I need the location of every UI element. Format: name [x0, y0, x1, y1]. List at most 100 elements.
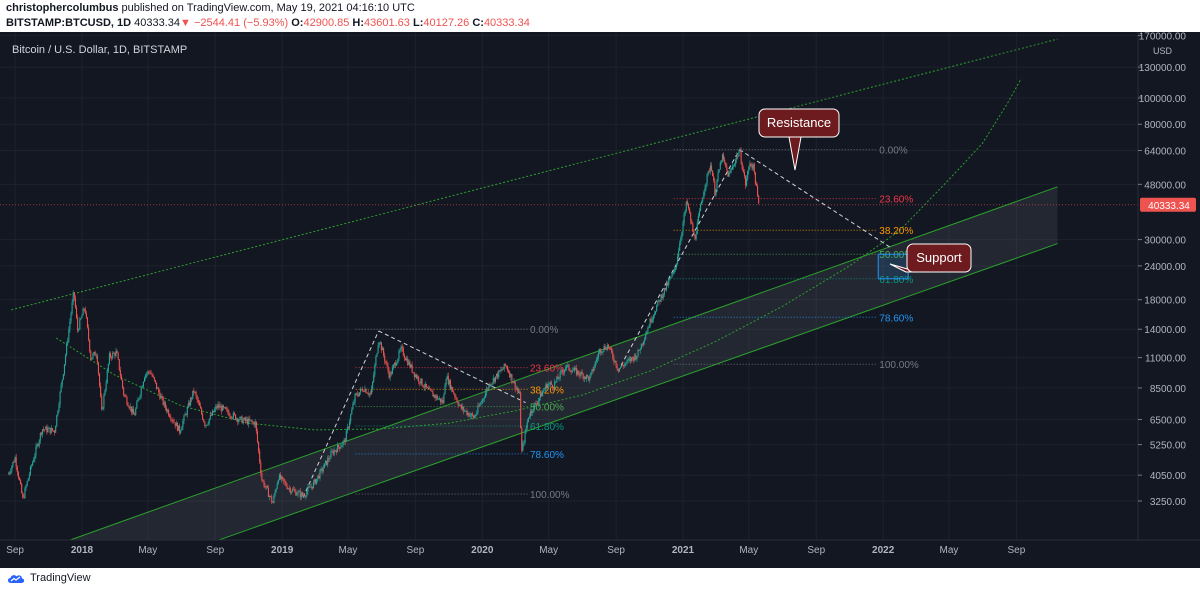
close-value: 40333.34: [483, 17, 530, 29]
candle-body: [355, 393, 357, 395]
candle-body: [649, 318, 651, 327]
candle-body: [594, 361, 596, 367]
candle-body: [253, 422, 255, 426]
candle-body: [646, 331, 648, 335]
candle-body: [73, 292, 75, 298]
chart-area[interactable]: 0.00% 23.60% 38.20% 50.00% 61.80% 78.60% 100.0…: [0, 32, 1200, 594]
candle-body: [592, 369, 594, 371]
open-label: O:: [291, 17, 304, 29]
candle-body: [523, 442, 525, 444]
fib-level-label: 100.00%: [879, 360, 919, 371]
price-axis: 170000.00 130000.00 100000.00 80000.00 64000…: [1137, 32, 1200, 568]
candle-body: [707, 170, 709, 174]
candle-body: [41, 429, 44, 435]
candle-body: [334, 450, 336, 452]
candle-body: [285, 482, 287, 486]
candle-body: [571, 370, 573, 373]
candle-body: [490, 384, 492, 387]
chart-canvas[interactable]: 0.00% 23.60% 38.20% 50.00% 61.80% 78.60% 100.0…: [0, 32, 1200, 594]
candle-body: [426, 387, 429, 389]
tradingview-logo-text: TradingView: [30, 572, 91, 584]
candle-body: [192, 390, 194, 399]
candle-body: [625, 362, 627, 364]
candle-body: [444, 384, 446, 395]
candle-body: [443, 394, 445, 404]
candle-body: [754, 172, 756, 185]
candle-body: [316, 478, 318, 484]
candle-body: [128, 406, 130, 409]
candle-body: [174, 422, 176, 427]
candle-body: [344, 439, 346, 442]
candle-body: [260, 462, 262, 474]
channel-band: [11, 186, 1058, 594]
candle-body: [516, 388, 518, 391]
candle-body: [721, 154, 724, 162]
candle-body: [486, 388, 488, 393]
candle-body: [470, 413, 472, 416]
candle-body: [48, 427, 50, 429]
candle-body: [130, 406, 132, 413]
candle-body: [659, 300, 661, 302]
candle-body: [259, 450, 261, 463]
candle-body: [489, 384, 491, 387]
candle-body: [297, 491, 299, 495]
candle-body: [186, 407, 188, 415]
candle-body: [273, 495, 275, 503]
candle-body: [179, 425, 181, 433]
candle-body: [56, 415, 58, 427]
candle-body: [723, 154, 725, 160]
candle-body: [595, 359, 597, 362]
candle-body: [667, 282, 669, 286]
candle-body: [84, 309, 86, 313]
candle-body: [612, 352, 614, 359]
candle-body: [217, 404, 219, 408]
candle-body: [524, 431, 526, 443]
candle-body: [251, 420, 253, 422]
candle-body: [611, 348, 613, 353]
candle-body: [10, 471, 12, 473]
candle-body: [618, 368, 620, 372]
candle-body: [749, 163, 751, 168]
candle-body: [214, 409, 216, 413]
candle-body: [158, 388, 160, 393]
candle-body: [142, 381, 144, 387]
candle-body: [727, 170, 729, 177]
chart-title: Bitcoin / U.S. Dollar, 1D, BITSTAMP: [12, 44, 187, 56]
candle-body: [538, 397, 540, 401]
candle-body: [219, 406, 221, 408]
candle-body: [429, 388, 431, 390]
candle-body: [619, 367, 622, 369]
candle-body: [308, 486, 310, 488]
candle-body: [487, 388, 489, 390]
candle-body: [591, 369, 593, 373]
candle-body: [127, 404, 129, 407]
candle-body: [590, 372, 592, 377]
candle-body: [63, 364, 66, 375]
candle-body: [605, 349, 607, 350]
candle-body: [92, 354, 94, 358]
candle-body: [125, 395, 127, 398]
candle-body: [526, 421, 528, 428]
candle-body: [177, 425, 180, 431]
candle-body: [363, 391, 365, 393]
candle-body: [569, 369, 571, 372]
candle-body: [43, 429, 45, 431]
candle-body: [454, 393, 456, 397]
candle-body: [293, 489, 295, 491]
candle-body: [77, 317, 79, 331]
candle-body: [496, 373, 498, 377]
candle-body: [508, 370, 510, 373]
tradingview-logo[interactable]: TradingView: [6, 572, 91, 584]
candle-body: [453, 391, 455, 394]
fib-retracement-2019: 0.00% 23.60% 38.20% 50.00% 61.80% 78.60% 100.0…: [355, 325, 570, 501]
author-name[interactable]: christophercolumbus: [6, 2, 119, 14]
candle-body: [294, 489, 296, 491]
candle-body: [64, 354, 67, 365]
time-tick-label: 2019: [271, 545, 294, 556]
fib-level-label: 38.20%: [879, 226, 913, 237]
candle-body: [696, 222, 698, 235]
candle-body: [225, 407, 227, 409]
candle-body: [236, 418, 238, 420]
price-tick-label: 11000.00: [1145, 354, 1186, 365]
candle-body: [515, 388, 517, 390]
